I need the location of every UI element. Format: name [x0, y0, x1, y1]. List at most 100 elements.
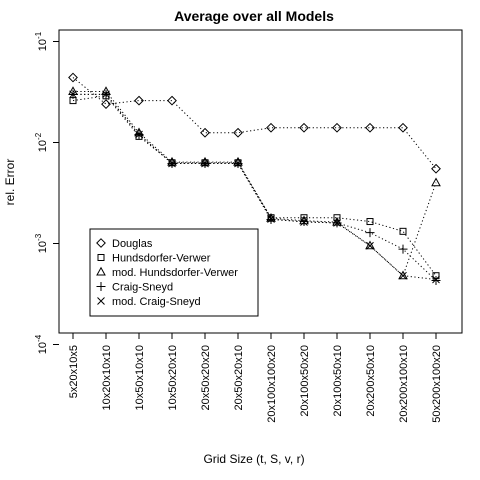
y-tick-label: 10-4 [34, 334, 49, 354]
diamond-marker [431, 163, 441, 174]
data-point [96, 282, 106, 291]
legend-item: Craig-Sneyd [96, 282, 173, 294]
x-marker [97, 297, 105, 305]
data-point [398, 244, 408, 254]
data-point [102, 90, 110, 99]
diamond-marker [200, 127, 210, 138]
y-tick-label: 10-2 [34, 132, 49, 152]
y-axis-label: rel. Error [3, 159, 17, 206]
data-point [266, 122, 276, 133]
x-marker [333, 219, 341, 227]
plot-frame [58, 29, 463, 334]
diamond-marker [299, 122, 309, 133]
diamond-marker [96, 238, 106, 248]
square-marker [97, 254, 105, 261]
x-tick-label: 10x50x10x10 [134, 345, 146, 410]
data-point [399, 227, 407, 235]
data-point [68, 72, 78, 83]
data-point [167, 95, 177, 106]
diamond-marker [398, 122, 408, 133]
square-marker [366, 218, 374, 226]
series-line [72, 77, 437, 170]
x-marker [366, 241, 374, 250]
data-point [398, 122, 408, 133]
data-point [168, 159, 176, 168]
legend-label: mod. Craig-Sneyd [112, 296, 201, 308]
triangle-marker [398, 270, 408, 280]
x-marker [399, 271, 407, 280]
data-point [234, 159, 242, 168]
legend-label: Douglas [112, 238, 153, 250]
triangle-marker [365, 240, 375, 250]
data-point [135, 130, 143, 139]
diamond-marker [233, 127, 243, 138]
data-point [398, 270, 408, 280]
x-marker [168, 159, 176, 168]
diamond-marker [134, 95, 144, 106]
data-point [333, 219, 341, 227]
data-point [431, 276, 441, 286]
diamond-marker [365, 122, 375, 133]
data-point [365, 240, 375, 250]
x-marker [234, 159, 242, 168]
x-tick-label: 20x100x100x20 [266, 345, 278, 423]
x-marker [201, 159, 209, 168]
series-line [73, 93, 437, 281]
plus-marker [365, 228, 375, 238]
x-marker [300, 218, 308, 226]
data-point [101, 99, 111, 110]
data-point [399, 271, 407, 280]
x-tick-label: 50x200x100x20 [431, 345, 443, 423]
data-point [200, 127, 210, 138]
legend-label: mod. Hundsdorfer-Verwer [112, 267, 238, 279]
x-tick-label: 20x100x50x10 [332, 345, 344, 417]
y-tick-label: 10-3 [34, 233, 49, 253]
data-point [267, 215, 275, 223]
x-tick-label: 20x50x20x10 [233, 345, 245, 410]
data-point [299, 122, 309, 133]
series-diamond [68, 72, 441, 174]
y-tick-exponent: -3 [34, 233, 43, 241]
data-point [97, 297, 105, 305]
x-tick-label: 20x100x50x20 [299, 345, 311, 417]
y-tick-base: 10 [37, 342, 49, 354]
x-marker [267, 215, 275, 223]
y-tick-base: 10 [37, 39, 49, 51]
series-x [69, 90, 440, 284]
legend-label: Craig-Sneyd [112, 282, 173, 294]
data-point [431, 163, 441, 174]
data-point [96, 266, 106, 276]
data-point [300, 218, 308, 226]
x-marker [432, 275, 440, 284]
data-point [365, 228, 375, 238]
diamond-marker [167, 95, 177, 106]
legend: Douglas Hundsdorfer-Verwer mod. Hundsdorfe… [89, 228, 259, 317]
legend-box [89, 228, 259, 317]
data-point [69, 90, 77, 99]
data-point [366, 218, 374, 226]
x-axis-label: Grid Size (t, S, v, r) [203, 452, 304, 466]
data-point [134, 95, 144, 106]
data-point [97, 254, 105, 261]
plus-marker [398, 244, 408, 254]
data-point [96, 238, 106, 248]
triangle-marker [431, 177, 441, 187]
chart-title: Average over all Models [174, 8, 334, 24]
y-tick-exponent: -1 [34, 31, 43, 39]
data-point [431, 177, 441, 187]
legend-item: Hundsdorfer-Verwer [97, 253, 211, 265]
x-tick-label: 5x20x10x5 [68, 345, 80, 398]
x-tick-label: 20x200x100x10 [398, 345, 410, 423]
legend-item: mod. Hundsdorfer-Verwer [96, 266, 238, 279]
diamond-marker [332, 122, 342, 133]
y-axis: 10-110-210-310-4 [34, 31, 59, 354]
data-point [365, 122, 375, 133]
data-point [201, 159, 209, 168]
triangle-marker [96, 266, 106, 276]
legend-item: Douglas [96, 238, 153, 250]
x-marker [102, 90, 110, 99]
y-tick-exponent: -2 [34, 132, 43, 140]
y-tick-exponent: -4 [34, 334, 43, 342]
series-layer [68, 72, 441, 286]
